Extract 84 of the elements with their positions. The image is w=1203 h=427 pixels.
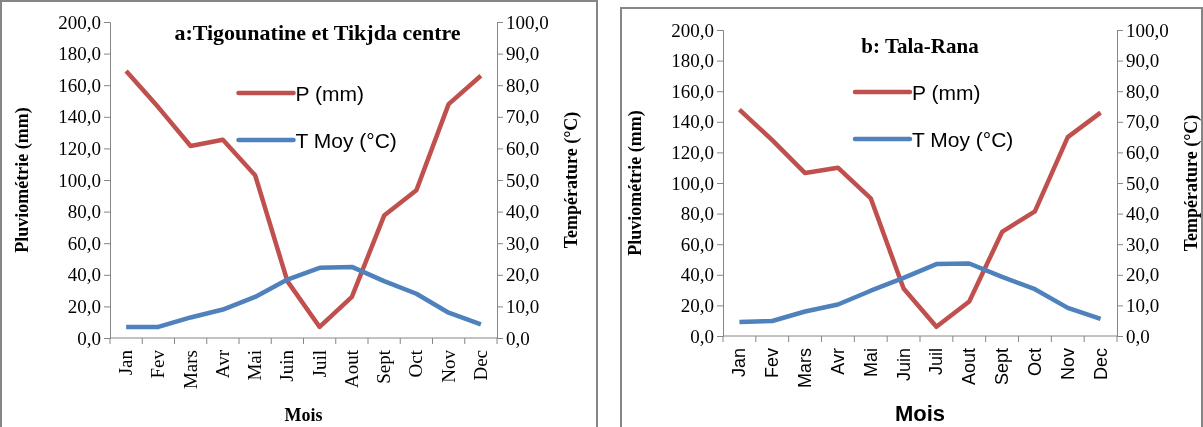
chart-title: a:Tigounatine et Tikjda centre	[174, 20, 461, 45]
x-tick-label: Jan	[115, 349, 137, 376]
x-tick-label: Mai	[860, 348, 881, 378]
y-tick-label: 120,0	[671, 141, 714, 163]
x-tick-label: Mars	[795, 348, 816, 388]
x-tick-label: Dec	[469, 350, 491, 381]
y-tick-label: 20,0	[67, 295, 101, 317]
y-tick-label: 80,0	[67, 201, 101, 223]
y-tick-label: 60,0	[67, 232, 101, 254]
x-tick-label: Jan	[729, 348, 750, 378]
y-tick-label: 80,0	[680, 203, 714, 225]
y2-tick-label: 30,0	[506, 232, 540, 254]
y-tick-label: 200,0	[671, 19, 714, 41]
y2-tick-label: 0,0	[506, 327, 530, 349]
x-tick-label: Aout	[340, 349, 362, 388]
x-tick-label: Juin	[276, 349, 298, 382]
y2-tick-label: 40,0	[506, 201, 540, 223]
legend-label: T Moy (°C)	[912, 128, 1014, 151]
y-tick-label: 120,0	[58, 137, 101, 159]
x-tick-label: Nov	[1057, 348, 1078, 381]
y2-tick-label: 90,0	[506, 43, 540, 65]
y-tick-label: 40,0	[67, 264, 101, 286]
y2-tick-label: 20,0	[506, 264, 540, 286]
x-tick-label: Aout	[959, 348, 980, 386]
y2-tick-label: 10,0	[506, 295, 540, 317]
y-tick-label: 100,0	[58, 169, 101, 191]
legend-label: P (mm)	[912, 81, 981, 104]
y-tick-label: 20,0	[680, 294, 714, 316]
y-tick-label: 200,0	[58, 11, 101, 33]
x-tick-label: Juin	[893, 348, 914, 382]
y-tick-label: 160,0	[671, 80, 714, 102]
x-tick-label: Juil	[308, 350, 330, 378]
x-tick-label: Sept	[992, 348, 1013, 386]
y-tick-label: 0,0	[690, 325, 714, 347]
y-tick-label: 140,0	[671, 111, 714, 133]
y2-tick-label: 80,0	[506, 74, 540, 96]
y2-axis-title: Température (°C)	[1181, 114, 1202, 252]
y2-axis-title: Température (°C)	[561, 111, 582, 249]
y2-tick-label: 50,0	[1126, 172, 1160, 194]
x-tick-label: Nov	[437, 349, 459, 383]
line-series	[123, 264, 484, 330]
x-tick-label: Avr	[827, 348, 848, 375]
y2-tick-label: 100,0	[1126, 19, 1169, 41]
y-axis-title: Pluviométrie (mm)	[12, 107, 33, 253]
x-tick-label: Fev	[147, 349, 169, 379]
y-tick-label: 160,0	[58, 74, 101, 96]
x-tick-label: Sept	[373, 349, 395, 384]
y2-tick-label: 80,0	[1126, 80, 1160, 102]
y-tick-label: 180,0	[671, 50, 714, 72]
y2-tick-label: 60,0	[506, 137, 540, 159]
x-tick-label: Dec	[1090, 348, 1111, 381]
y2-tick-label: 100,0	[506, 11, 549, 33]
line-series	[737, 261, 1103, 325]
x-tick-label: Mai	[244, 350, 266, 381]
x-tick-label: Oct	[405, 349, 427, 378]
line-series	[123, 68, 484, 330]
legend-label: T Moy (°C)	[295, 129, 397, 152]
y-tick-label: 60,0	[680, 233, 714, 255]
y2-tick-label: 50,0	[506, 169, 540, 191]
y2-tick-label: 20,0	[1126, 264, 1160, 286]
x-tick-label: Fev	[762, 348, 783, 379]
line-series	[737, 107, 1103, 330]
y2-tick-label: 40,0	[1126, 203, 1160, 225]
x-axis-title: Mois	[894, 401, 946, 426]
y2-tick-label: 90,0	[1126, 50, 1160, 72]
y-tick-label: 100,0	[671, 172, 714, 194]
y-tick-label: 0,0	[77, 327, 101, 349]
y2-tick-label: 70,0	[506, 106, 540, 128]
y2-tick-label: 60,0	[1126, 141, 1160, 163]
y2-tick-label: 10,0	[1126, 294, 1160, 316]
y-axis-title: Pluviométrie (mm)	[625, 110, 646, 256]
y-tick-label: 40,0	[680, 264, 714, 286]
x-axis-title: Mois	[284, 405, 323, 425]
x-tick-label: Avr	[211, 349, 233, 379]
y2-tick-label: 70,0	[1126, 111, 1160, 133]
x-tick-label: Oct	[1024, 348, 1045, 377]
legend-label: P (mm)	[295, 82, 364, 105]
y-tick-label: 140,0	[58, 106, 101, 128]
chart-title: b: Tala-Rana	[861, 34, 980, 58]
y2-tick-label: 0,0	[1126, 325, 1150, 347]
x-tick-label: Mars	[179, 350, 201, 390]
x-tick-label: Juil	[926, 348, 947, 376]
y2-tick-label: 30,0	[1126, 233, 1160, 255]
y-tick-label: 180,0	[58, 43, 101, 65]
